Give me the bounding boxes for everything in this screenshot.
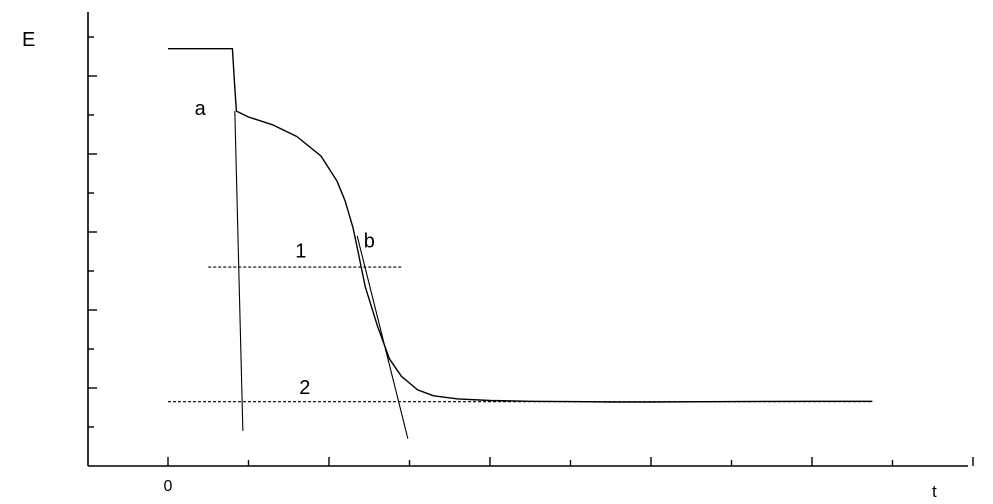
x-tick-labels: 0: [164, 478, 173, 495]
annotations: a b 1 2: [195, 98, 375, 399]
annotation-b: b: [364, 231, 375, 253]
tangent-line-a: [234, 111, 244, 431]
annotation-1: 1: [295, 240, 306, 262]
annotation-a: a: [195, 98, 207, 120]
x-tick-label: 0: [164, 478, 173, 495]
axes: 0 E t: [22, 12, 974, 501]
plot-marks: [168, 48, 873, 439]
tangent-line-b: [356, 235, 409, 439]
y-ticks: [88, 36, 97, 428]
x-ticks: [167, 457, 974, 466]
series-line: [168, 48, 873, 403]
annotation-2: 2: [299, 377, 310, 399]
x-axis-label: t: [932, 482, 937, 501]
y-axis-label: E: [22, 29, 35, 51]
